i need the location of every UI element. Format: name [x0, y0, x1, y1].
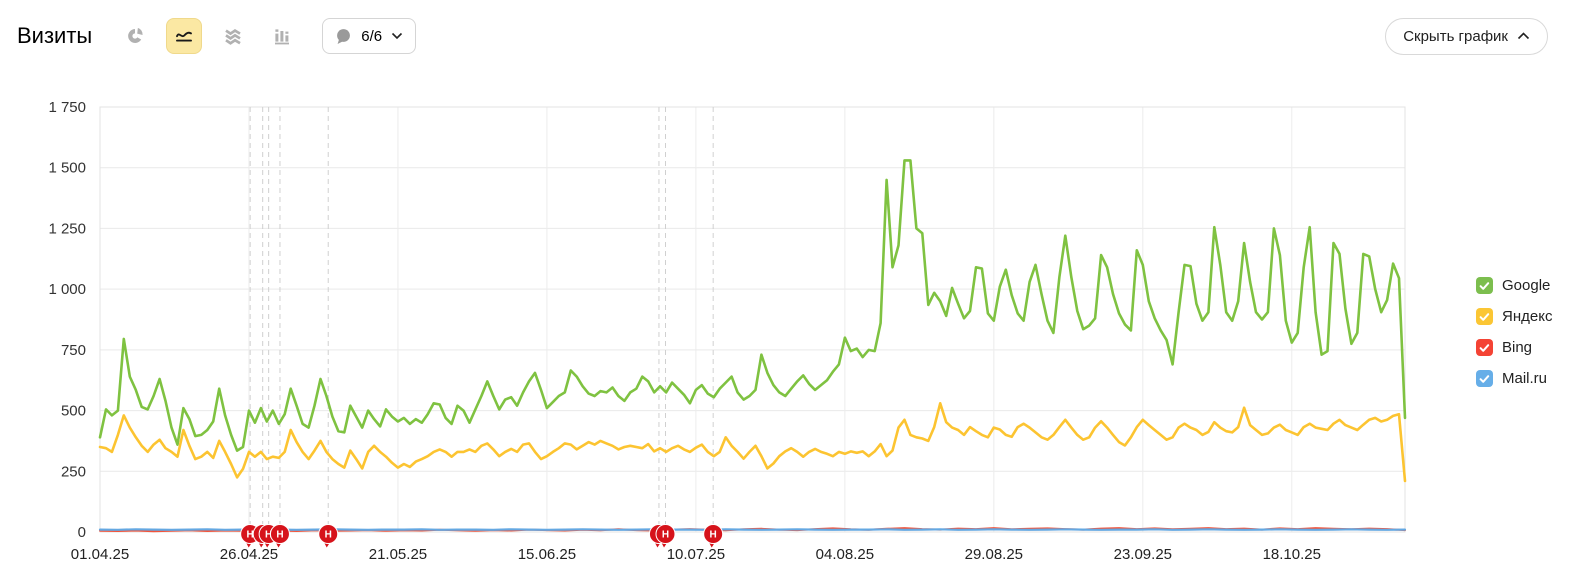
x-axis-label: 15.06.25 — [518, 546, 576, 563]
plot-border — [99, 106, 1406, 533]
annotation-pin-label: Н — [276, 530, 283, 541]
x-axis-label: 21.05.25 — [369, 546, 427, 563]
y-axis-label: 1 250 — [48, 220, 86, 237]
annotation-pin-label: Н — [265, 530, 272, 541]
chart-header: Визиты — [0, 12, 1583, 60]
stacked-chart-button[interactable] — [215, 18, 251, 54]
line-chart-icon — [174, 26, 194, 46]
annotation-pin[interactable] — [318, 524, 339, 544]
y-axis-label: 500 — [61, 403, 86, 420]
series-line-mail.ru — [98, 528, 1407, 531]
checkbox-google[interactable] — [1476, 277, 1493, 294]
comment-bubble-icon — [335, 28, 352, 45]
annotation-pin-label: Н — [710, 530, 717, 541]
x-axis-label: 18.10.25 — [1263, 546, 1321, 563]
hide-chart-label: Скрыть график — [1403, 27, 1508, 45]
annotation-pin[interactable] — [703, 524, 724, 544]
legend-label-bing: Bing — [1502, 339, 1533, 356]
stacked-chart-icon — [223, 26, 243, 46]
chevron-up-icon — [1517, 31, 1530, 41]
pie-chart-button[interactable] — [117, 18, 153, 54]
legend-item-bing[interactable]: Bing — [1476, 339, 1552, 356]
annotation-pin[interactable] — [655, 524, 676, 544]
y-axis-label: 750 — [61, 342, 86, 359]
legend: Google Яндекс Bing Mail.ru — [1476, 277, 1552, 387]
x-axis-label: 23.09.25 — [1114, 546, 1172, 563]
legend-label-yandex: Яндекс — [1502, 308, 1553, 325]
chart-type-switcher — [117, 18, 300, 54]
annotation-pin-label: Н — [325, 530, 332, 541]
annotation-pin-label: Н — [662, 530, 669, 541]
page-title: Визиты — [17, 23, 93, 48]
y-axis-label: 1 750 — [48, 99, 86, 116]
legend-label-google: Google — [1502, 277, 1551, 294]
x-axis-label: 04.08.25 — [816, 546, 874, 563]
x-axis-label: 01.04.25 — [71, 546, 129, 563]
chevron-down-icon — [391, 32, 403, 40]
checkbox-yandex[interactable] — [1476, 308, 1493, 325]
y-axis-label: 0 — [78, 524, 86, 541]
x-axis-label: 29.08.25 — [965, 546, 1023, 563]
y-axis-label: 250 — [61, 463, 86, 480]
legend-item-yandex[interactable]: Яндекс — [1476, 308, 1552, 325]
checkbox-mailru[interactable] — [1476, 370, 1493, 387]
x-axis-label: 26.04.25 — [220, 546, 278, 563]
x-axis-label: 10.07.25 — [667, 546, 725, 563]
line-chart-button[interactable] — [166, 18, 203, 54]
comments-count: 6/6 — [361, 27, 383, 45]
visits-line-chart: 0 250 500 750 1 000 1 250 1 500 1 750 01.04.25 26… — [48, 99, 1407, 563]
series-line-яндекс — [98, 401, 1407, 483]
annotation-pin[interactable] — [269, 524, 290, 544]
y-axis-label: 1 000 — [48, 281, 86, 298]
legend-label-mailru: Mail.ru — [1502, 370, 1548, 387]
comments-dropdown[interactable]: 6/6 — [322, 18, 417, 54]
checkbox-bing[interactable] — [1476, 339, 1493, 356]
hide-chart-button[interactable]: Скрыть график — [1385, 17, 1548, 55]
bar-chart-button[interactable] — [264, 18, 300, 54]
legend-item-google[interactable]: Google — [1476, 277, 1552, 294]
pie-chart-icon — [125, 26, 145, 46]
legend-item-mailru[interactable]: Mail.ru — [1476, 370, 1552, 387]
bar-chart-icon — [272, 26, 292, 46]
visits-chart-area: 0 250 500 750 1 000 1 250 1 500 1 750 01.04.25 26… — [0, 95, 1583, 584]
series-line-google — [98, 159, 1407, 452]
y-axis-label: 1 500 — [48, 160, 86, 177]
annotation-pin-label: Н — [247, 530, 254, 541]
